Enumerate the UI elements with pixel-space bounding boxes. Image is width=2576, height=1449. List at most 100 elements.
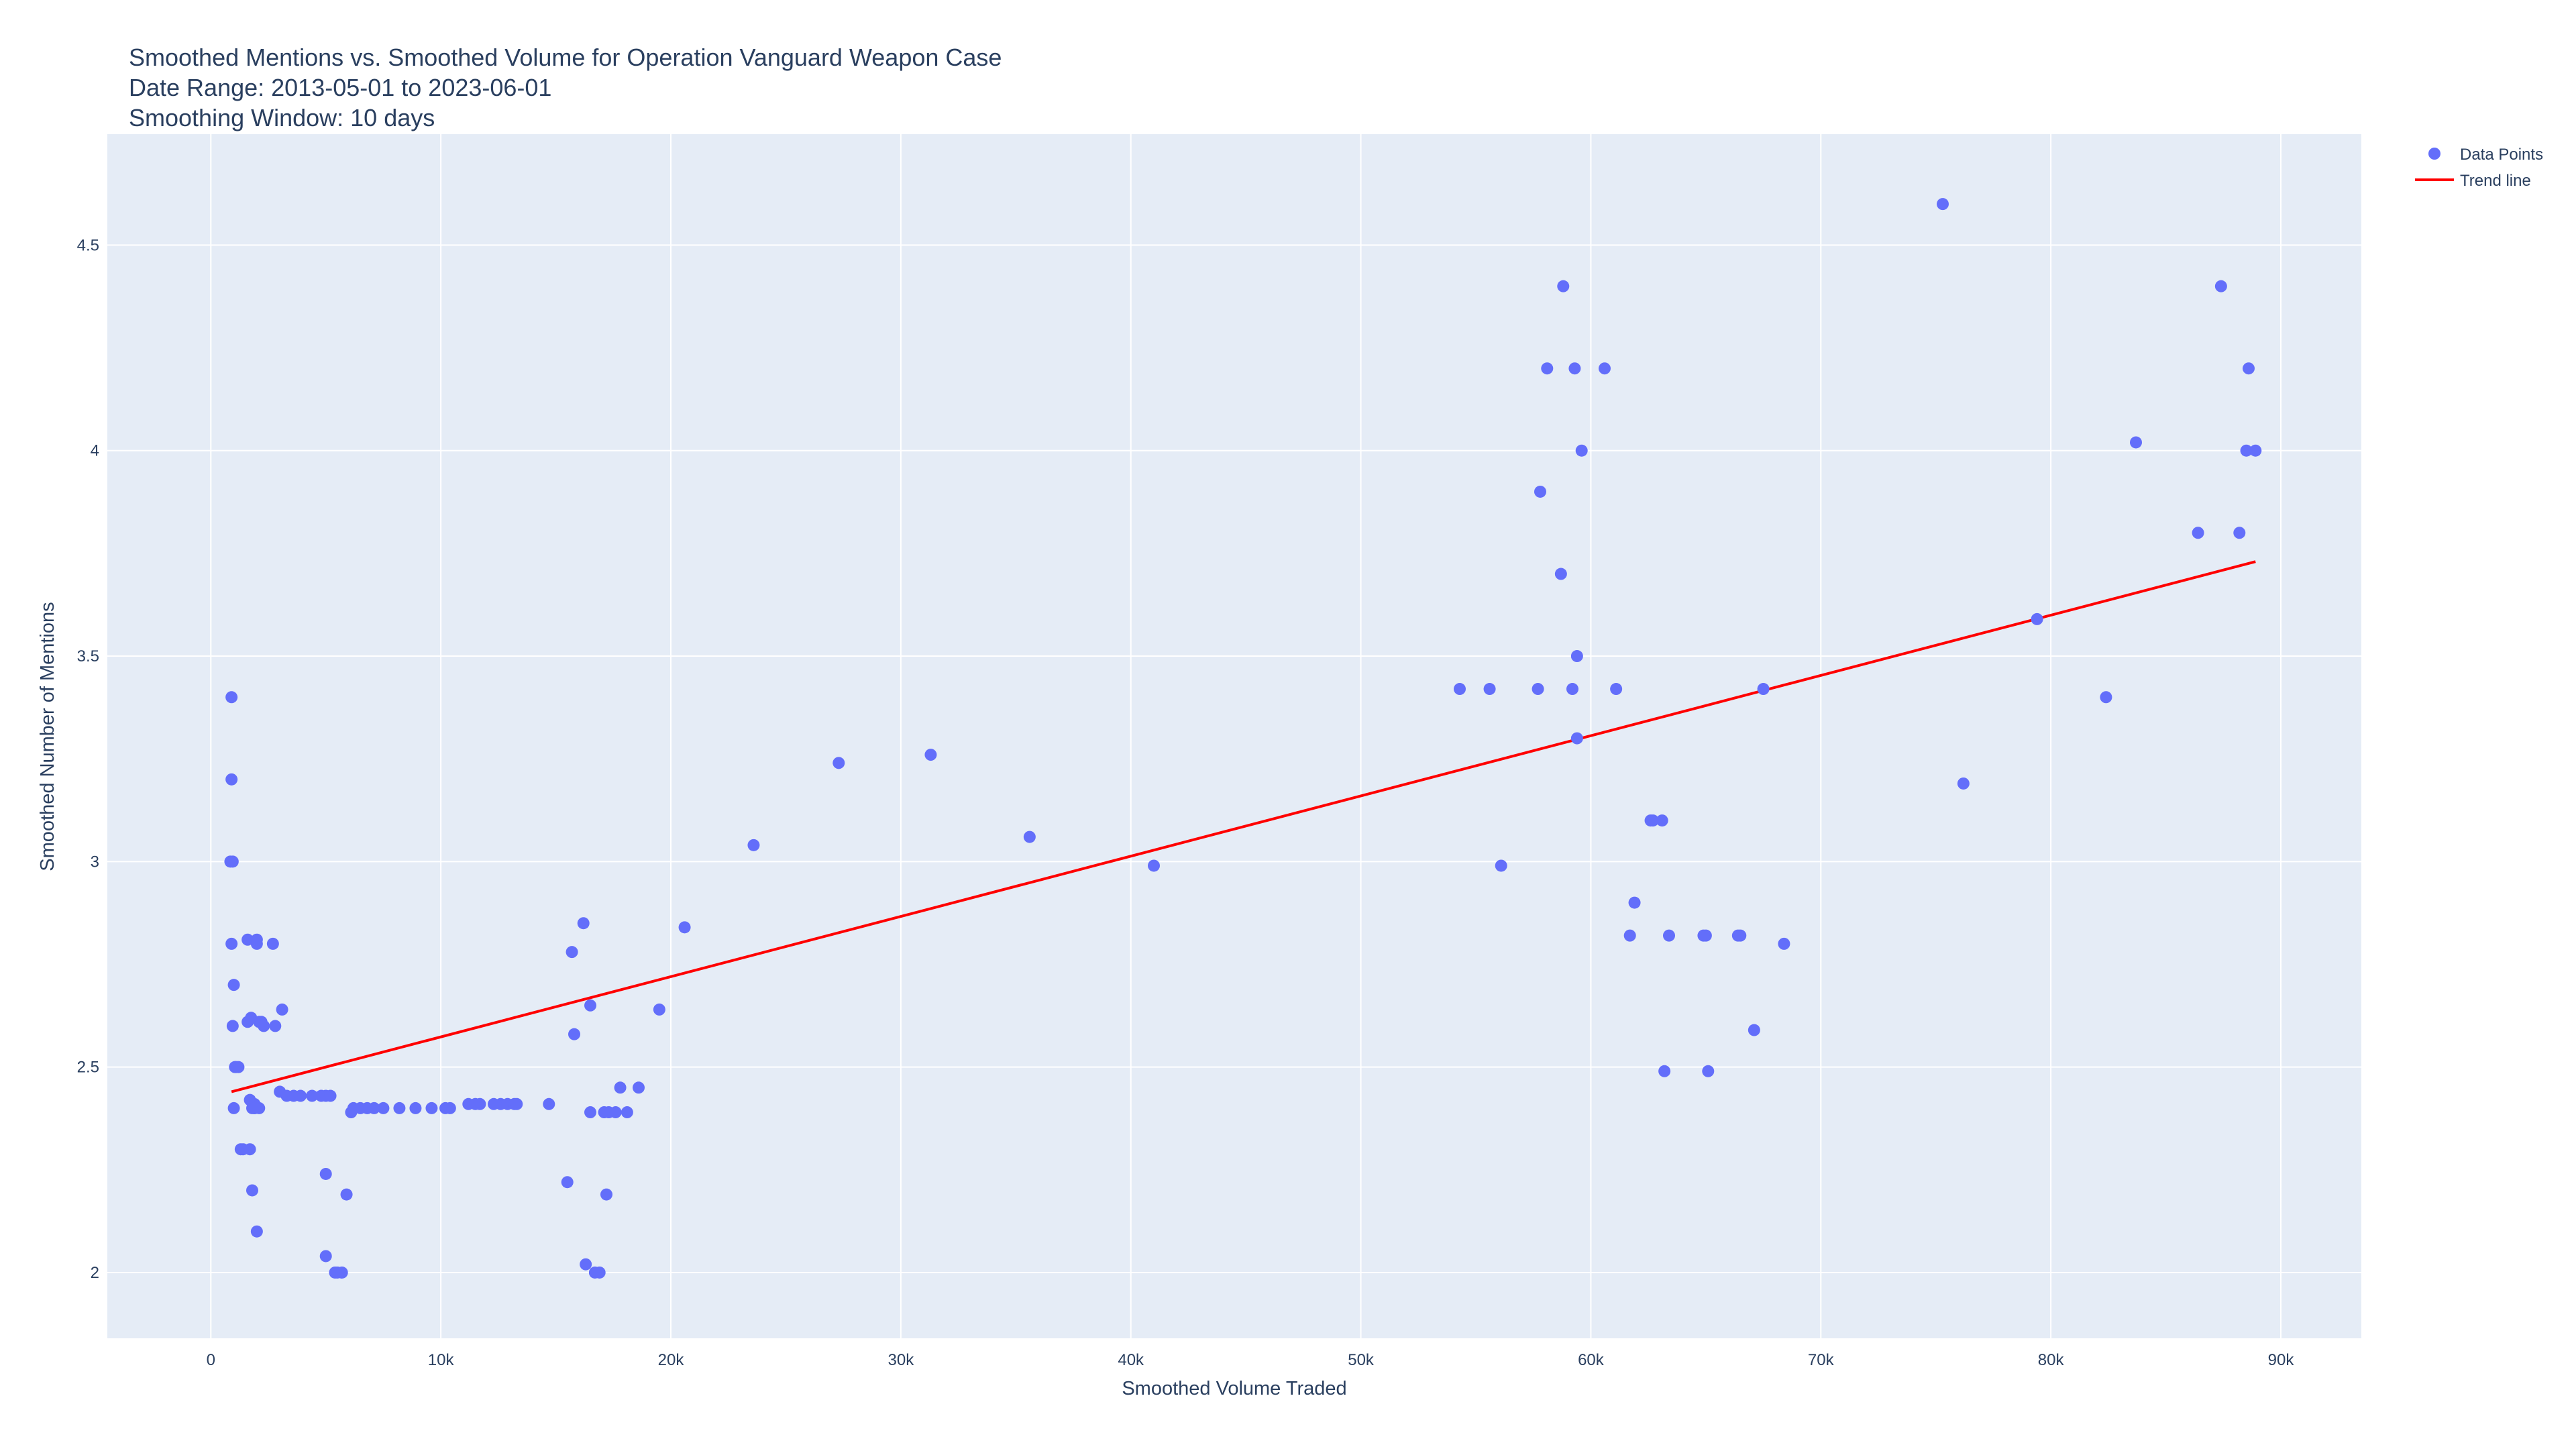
chart-subtitle-smoothing: Smoothing Window: 10 days xyxy=(129,104,435,131)
data-point xyxy=(2031,612,2043,625)
data-point xyxy=(225,773,238,786)
data-point xyxy=(924,749,937,761)
data-point xyxy=(1628,896,1641,909)
x-axis-ticks: 0 10k 20k 30k 40k 50k 60k 70k 80k 90k xyxy=(207,1351,2295,1369)
data-point xyxy=(1568,362,1581,375)
data-point xyxy=(1599,362,1611,375)
y-tick-label: 4.5 xyxy=(77,236,99,254)
data-point xyxy=(246,1184,258,1197)
data-point xyxy=(584,1106,596,1119)
data-point xyxy=(250,1225,263,1238)
data-point xyxy=(678,921,691,934)
data-point xyxy=(227,979,240,991)
data-point xyxy=(227,1102,240,1114)
data-points-layer xyxy=(224,198,2262,1279)
data-point xyxy=(1534,485,1546,498)
data-point xyxy=(600,1188,612,1201)
data-point xyxy=(1623,929,1636,942)
legend-marker-data-points xyxy=(2428,148,2440,160)
x-axis-title: Smoothed Volume Traded xyxy=(1122,1378,1346,1399)
x-tick-label: 40k xyxy=(1118,1351,1144,1369)
data-point xyxy=(1702,1065,1715,1077)
y-tick-label: 2.5 xyxy=(77,1059,99,1077)
legend-label-trend-line[interactable]: Trend line xyxy=(2460,172,2531,190)
data-point xyxy=(1566,683,1578,696)
legend-label-data-points[interactable]: Data Points xyxy=(2460,146,2543,164)
data-point xyxy=(258,1020,270,1032)
data-point xyxy=(1778,937,1790,950)
data-point xyxy=(543,1097,555,1110)
data-point xyxy=(568,1028,580,1040)
chart-subtitle-date-range: Date Range: 2013-05-01 to 2023-06-01 xyxy=(129,74,551,101)
data-point xyxy=(340,1188,353,1201)
y-tick-label: 4 xyxy=(91,442,99,460)
x-tick-label: 30k xyxy=(888,1351,915,1369)
data-point xyxy=(584,999,596,1012)
data-point xyxy=(2130,436,2142,449)
data-point xyxy=(1957,777,1970,790)
data-point xyxy=(1554,568,1567,580)
y-gridlines xyxy=(107,244,2361,1273)
data-point xyxy=(1757,683,1770,696)
legend[interactable]: Data Points Trend line xyxy=(2415,146,2543,190)
data-point xyxy=(747,839,760,851)
data-point xyxy=(653,1003,665,1016)
data-point xyxy=(609,1106,622,1119)
chart-title: Smoothed Mentions vs. Smoothed Volume fo… xyxy=(129,44,1002,71)
data-point xyxy=(1454,683,1466,696)
data-point xyxy=(324,1089,337,1102)
data-point xyxy=(250,933,263,946)
data-point xyxy=(226,1020,239,1032)
data-point xyxy=(225,691,238,704)
data-point xyxy=(443,1102,456,1114)
data-point xyxy=(566,946,578,959)
data-point xyxy=(1663,929,1675,942)
x-tick-label: 80k xyxy=(2038,1351,2065,1369)
y-tick-label: 2 xyxy=(91,1264,99,1282)
data-point xyxy=(241,933,254,946)
data-point xyxy=(593,1266,606,1279)
data-point xyxy=(409,1102,422,1114)
data-point xyxy=(2214,280,2227,292)
data-point xyxy=(2240,444,2253,457)
y-axis-title: Smoothed Number of Mentions xyxy=(37,602,58,871)
x-tick-label: 70k xyxy=(1808,1351,1835,1369)
data-point xyxy=(225,937,238,950)
data-point xyxy=(1570,732,1583,745)
data-point xyxy=(1483,683,1496,696)
y-axis-ticks: 2 2.5 3 3.5 4 4.5 xyxy=(77,236,99,1282)
data-point xyxy=(306,1089,319,1102)
data-point xyxy=(377,1102,390,1114)
data-point xyxy=(1734,929,1747,942)
data-point xyxy=(232,1061,245,1073)
data-point xyxy=(319,1250,332,1263)
data-point xyxy=(1575,444,1588,457)
data-point xyxy=(2249,444,2262,457)
data-point xyxy=(1148,859,1160,872)
x-tick-label: 0 xyxy=(207,1351,215,1369)
data-point xyxy=(1748,1024,1760,1036)
data-point xyxy=(614,1081,627,1094)
y-tick-label: 3.5 xyxy=(77,647,99,665)
data-point xyxy=(1495,859,1507,872)
data-point xyxy=(2243,362,2255,375)
data-point xyxy=(425,1102,438,1114)
data-point xyxy=(226,855,239,868)
data-point xyxy=(1658,1065,1671,1077)
data-point xyxy=(1610,683,1623,696)
data-point xyxy=(474,1097,486,1110)
data-point xyxy=(580,1258,592,1271)
data-point xyxy=(1937,198,1949,211)
data-point xyxy=(368,1102,380,1114)
data-point xyxy=(1699,929,1712,942)
data-point xyxy=(1656,814,1668,827)
data-point xyxy=(2100,691,2112,704)
data-point xyxy=(269,1020,282,1032)
data-point xyxy=(1570,650,1583,663)
data-point xyxy=(248,1102,261,1114)
plot-background xyxy=(107,134,2361,1338)
data-point xyxy=(621,1106,633,1119)
data-point xyxy=(1023,830,1036,843)
data-point xyxy=(1532,683,1544,696)
